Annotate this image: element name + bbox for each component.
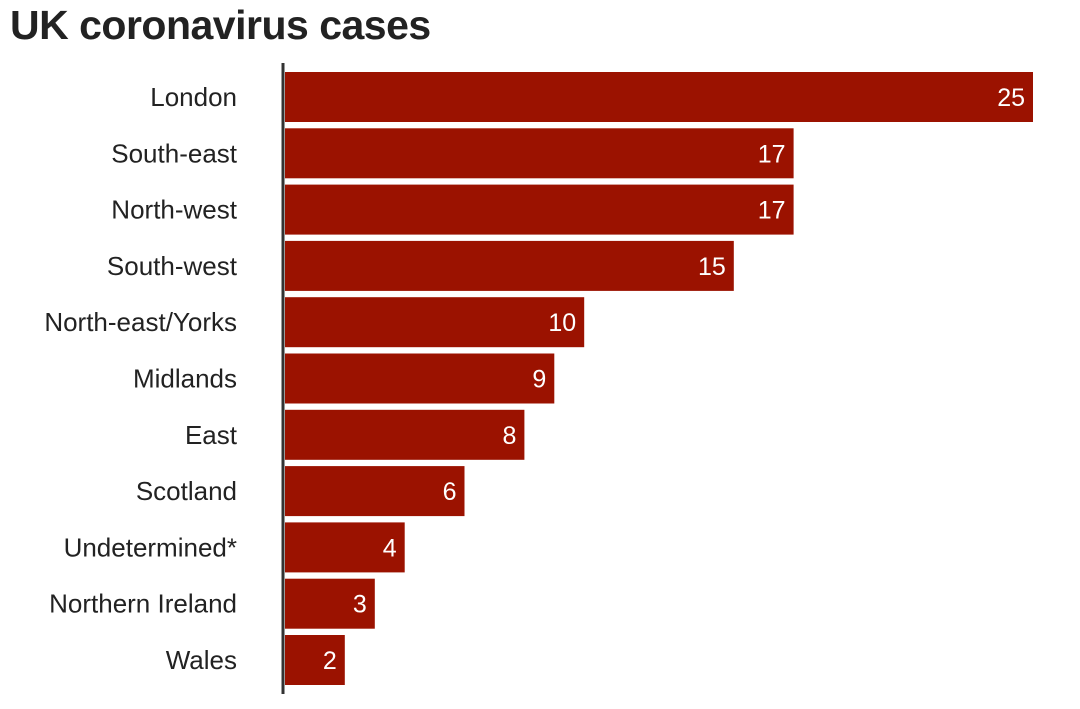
category-label: Midlands: [133, 364, 237, 394]
category-labels: London South-east North-west South-west Nort…: [44, 82, 237, 675]
value-label: 9: [532, 366, 546, 394]
bars-group: [285, 72, 1033, 685]
category-label: London: [150, 82, 237, 112]
category-label: South-west: [107, 251, 238, 281]
bar-north-west: [285, 184, 794, 235]
value-label: 15: [698, 253, 726, 281]
value-label: 25: [997, 84, 1025, 112]
chart-title: UK coronavirus cases: [10, 2, 431, 48]
value-label: 10: [548, 309, 576, 337]
bar-south-east: [285, 128, 794, 179]
bar-undetermined: [285, 522, 405, 573]
category-label: North-east/Yorks: [44, 307, 237, 337]
value-label: 6: [443, 478, 457, 506]
value-label: 3: [353, 591, 367, 619]
category-label: Wales: [166, 645, 237, 675]
category-label: North-west: [111, 195, 237, 225]
bar-northern-ireland: [285, 578, 375, 629]
bar-south-west: [285, 240, 734, 291]
value-label: 17: [758, 140, 786, 168]
category-label: East: [185, 420, 238, 450]
value-labels: 25 17 17 15 10 98 6 4 32: [323, 84, 1025, 675]
bar-wales: [285, 635, 345, 685]
value-label: 17: [758, 197, 786, 225]
value-label: 4: [383, 534, 397, 562]
bar-east: [285, 409, 525, 460]
value-label: 8: [502, 422, 516, 450]
bar-scotland: [285, 466, 465, 517]
value-label: 2: [323, 647, 337, 675]
category-label: Undetermined*: [64, 532, 237, 562]
bar-midlands: [285, 353, 555, 404]
bar-north-east-yorks: [285, 297, 585, 348]
category-label: South-east: [111, 138, 238, 168]
bar-london: [285, 72, 1033, 122]
category-label: Scotland: [136, 476, 237, 506]
category-label: Northern Ireland: [49, 589, 237, 619]
